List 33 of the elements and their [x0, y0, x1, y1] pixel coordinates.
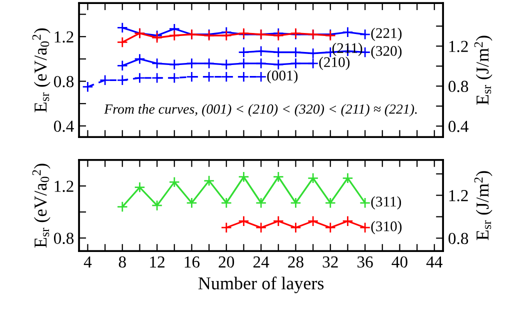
y-axis-title: E$_{sr}$ (eV/a$_{0}$$^{2}$)	[32, 164, 50, 248]
x-tick-label: 28	[288, 256, 304, 268]
y-axis-title: E$_{sr}$ (eV/a$_{0}$$^{2}$)	[32, 28, 50, 112]
y2-tick-label: 0.8	[448, 232, 468, 244]
series-label: (210)	[319, 56, 350, 70]
y2-axis-title: E$_{sr}$ (J/m$^{2}$)	[474, 171, 492, 240]
series-label: (221)	[371, 28, 402, 41]
y-tick-label: 1.2	[54, 31, 74, 43]
y2-axis-title: E$_{sr}$ (J/m$^{2}$)	[474, 36, 492, 105]
x-tick-label: 36	[358, 256, 373, 268]
y2-tick-label: 0.4	[448, 120, 468, 132]
x-tick-label: 16	[184, 256, 200, 268]
x-tick-label: 12	[150, 256, 164, 268]
y-tick-label: 0.8	[54, 76, 74, 88]
series-label: (001)	[267, 70, 298, 84]
x-tick-label: 20	[218, 256, 234, 268]
x-axis-title: Number of layers	[198, 276, 324, 294]
x-tick-label: 4	[84, 256, 92, 268]
series-label: (320)	[371, 46, 402, 59]
x-tick-label: 8	[118, 256, 126, 268]
y-tick-label: 1.2	[54, 180, 74, 192]
x-tick-label: 44	[426, 256, 442, 268]
x-tick-label: 32	[322, 256, 338, 268]
series-label: (310)	[371, 220, 402, 234]
series-label: (311)	[371, 196, 401, 210]
x-tick-label: 24	[253, 256, 270, 268]
y2-tick-label: 1.2	[449, 190, 468, 202]
x-tick-label: 40	[392, 256, 408, 268]
y-tick-label: 0.4	[54, 120, 74, 132]
y2-tick-label: 0.8	[448, 80, 468, 92]
annotation: From the curves, (001) < (210) < (320) < (211) ≈ (221).	[104, 104, 417, 117]
y2-tick-label: 1.2	[449, 40, 468, 52]
y-tick-label: 0.8	[54, 232, 74, 244]
